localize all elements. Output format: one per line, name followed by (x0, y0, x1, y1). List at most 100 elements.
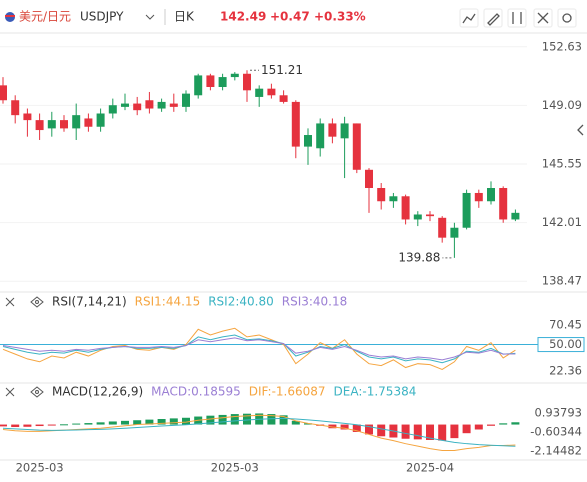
candle-body (23, 113, 32, 121)
candle-body (121, 103, 129, 107)
histogram-bar (438, 424, 447, 441)
candle-body (194, 75, 203, 96)
legend-label: RSI2:40.80 (208, 295, 274, 309)
y-tick-label: 152.63 (542, 39, 582, 53)
period[interactable]: 日K (174, 10, 195, 24)
candle-body (279, 95, 288, 102)
candle-body (84, 118, 93, 127)
legend-label: RSI3:40.18 (282, 295, 348, 309)
rsi-title: RSI(7,14,21) (52, 295, 127, 309)
histogram-bar (291, 420, 300, 425)
histogram-bar (121, 420, 129, 425)
candle-body (413, 214, 422, 220)
candle-body (182, 93, 190, 107)
y-tick-label: 70.45 (549, 317, 582, 331)
change: +0.47 (270, 10, 310, 24)
histogram-bar (304, 423, 312, 425)
candle-body (218, 77, 227, 88)
icon (562, 13, 572, 23)
candle-body (60, 120, 68, 129)
macd-close[interactable] (5, 387, 15, 397)
histogram-bar (72, 423, 81, 425)
side-arrow[interactable] (577, 124, 584, 136)
histogram-bar (11, 424, 20, 428)
candle-body (291, 101, 300, 147)
dropdown-arrow[interactable] (145, 14, 155, 20)
type-button[interactable] (507, 8, 527, 28)
legend-label: MACD:0.18595 (151, 385, 241, 399)
candle-body (304, 135, 312, 147)
y-tick-label: 138.47 (542, 274, 582, 288)
candle-body (352, 123, 361, 170)
histogram-bar (182, 417, 190, 425)
candle-body (255, 88, 264, 97)
candle-body (328, 123, 337, 137)
histogram-bar (328, 424, 337, 429)
histogram-bar (47, 424, 56, 426)
low-label: 139.88 (398, 250, 440, 264)
histogram-bar (365, 424, 373, 435)
histogram-bar (84, 423, 93, 425)
flag-icon (5, 12, 15, 22)
indicator-button[interactable] (459, 8, 479, 28)
candle-body (340, 123, 349, 139)
y-tick-label: -2.14482 (530, 444, 582, 458)
histogram-bar (401, 424, 410, 439)
legend-label: DEA:-1.75384 (334, 385, 417, 399)
histogram-bar (426, 424, 434, 440)
legend-label: RSI1:44.15 (135, 295, 201, 309)
histogram-bar (487, 424, 495, 426)
candle-body (511, 212, 520, 220)
candle-body (0, 85, 7, 101)
histogram-bar (377, 424, 386, 437)
draw-button[interactable] (483, 8, 503, 28)
legend-label: DIF:-1.66087 (249, 385, 326, 399)
series-line (2, 414, 516, 451)
histogram-bar (60, 424, 68, 426)
x-tick-label: 2025-03 (16, 461, 64, 475)
histogram-bar (413, 424, 422, 440)
candle-body (426, 214, 434, 217)
symbol[interactable]: USDJPY (80, 10, 124, 24)
candle-body (169, 103, 178, 107)
candle-body (96, 113, 105, 127)
icon (512, 12, 522, 24)
settings-button[interactable] (557, 8, 577, 28)
candle-body (487, 188, 495, 202)
histogram-bar (474, 424, 483, 430)
series-line (2, 327, 516, 370)
level-label: 50.00 (549, 337, 582, 351)
rsi-close[interactable] (5, 297, 15, 307)
histogram-bar (23, 424, 32, 427)
histogram-bar (133, 420, 142, 425)
pair-name[interactable]: 美元/日元 (19, 10, 71, 24)
candle-body (72, 115, 81, 129)
candle-body (401, 196, 410, 220)
level-box (537, 337, 585, 353)
fullscreen-button[interactable] (533, 8, 553, 28)
rsi-eye[interactable] (30, 296, 44, 308)
histogram-bar (462, 424, 471, 434)
series-line (2, 334, 516, 364)
y-tick-label: -0.60344 (530, 425, 582, 439)
y-tick-label: 142.01 (542, 215, 582, 229)
candle-body (243, 73, 251, 91)
candle-body (145, 100, 154, 109)
histogram-bar (267, 414, 276, 425)
high-label: 151.21 (261, 63, 303, 77)
y-tick-label: 149.09 (542, 98, 582, 112)
candle-body (47, 120, 56, 129)
histogram-bar (279, 415, 288, 425)
histogram-bar (169, 418, 178, 425)
candle-body (365, 169, 373, 188)
histogram-bar (352, 424, 361, 432)
histogram-bar (145, 419, 154, 425)
candle-body (108, 105, 117, 114)
macd-eye[interactable] (30, 386, 44, 398)
change-pct: +0.33% (314, 10, 366, 24)
histogram-bar (230, 414, 239, 425)
series-line (2, 417, 516, 447)
candle-body (267, 88, 276, 96)
icon (462, 13, 476, 24)
